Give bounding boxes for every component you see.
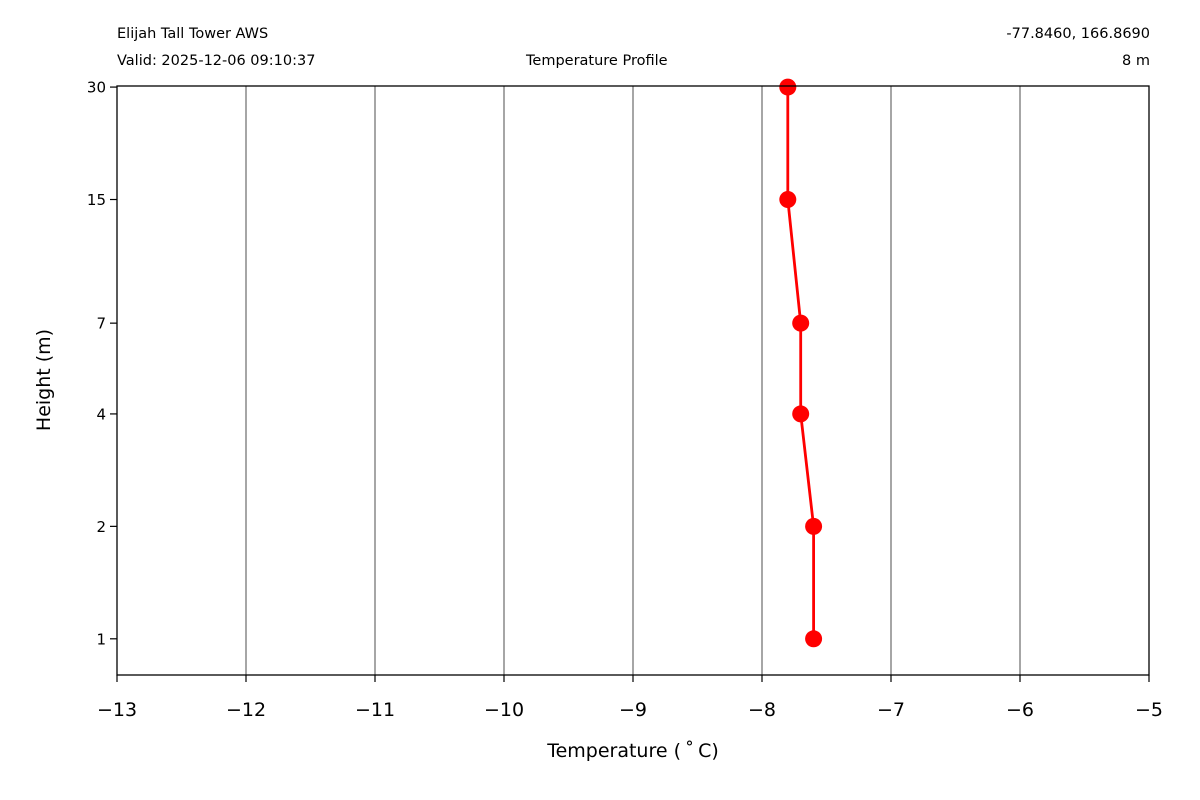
x-tick-label: −8: [748, 699, 776, 721]
series-layer: [779, 78, 823, 648]
x-tick-label: −10: [484, 699, 524, 721]
chart-title: Temperature Profile: [526, 53, 668, 69]
y-tick-label: 15: [87, 191, 106, 209]
x-tick-label: −13: [97, 699, 137, 721]
x-tick-label: −12: [226, 699, 266, 721]
temperature-point: [779, 191, 797, 209]
temperature-point: [792, 314, 810, 332]
station-elevation: 8 m: [1122, 53, 1150, 69]
y-tick-label: 2: [96, 518, 106, 536]
station-coordinates: -77.8460, 166.8690: [1006, 26, 1150, 42]
x-tick-label: −6: [1006, 699, 1034, 721]
x-tick-label: −5: [1135, 699, 1163, 721]
grid-layer: [245, 86, 1021, 675]
x-tick-label: −9: [619, 699, 647, 721]
temperature-point: [805, 630, 823, 648]
y-tick-label: 4: [96, 405, 106, 423]
tick-layer: −13 −12 −11 −10 −9 −8 −7 −6 −5 1 2 4 7 15 30: [87, 79, 1163, 721]
y-tick-label: 7: [96, 315, 106, 333]
y-tick-label: 30: [87, 79, 106, 97]
x-tick-label: −7: [877, 699, 905, 721]
temperature-profile-line: [786, 87, 815, 639]
temperature-point: [805, 517, 823, 535]
x-tick-label: −11: [355, 699, 395, 721]
temperature-point: [779, 78, 797, 96]
temperature-point: [792, 405, 810, 423]
valid-time: Valid: 2025-12-06 09:10:37: [117, 53, 316, 69]
x-axis-label: Temperature ( ˚ C): [546, 740, 719, 762]
y-axis-label: Height (m): [33, 329, 55, 431]
station-name: Elijah Tall Tower AWS: [117, 26, 269, 42]
y-tick-label: 1: [96, 630, 106, 648]
